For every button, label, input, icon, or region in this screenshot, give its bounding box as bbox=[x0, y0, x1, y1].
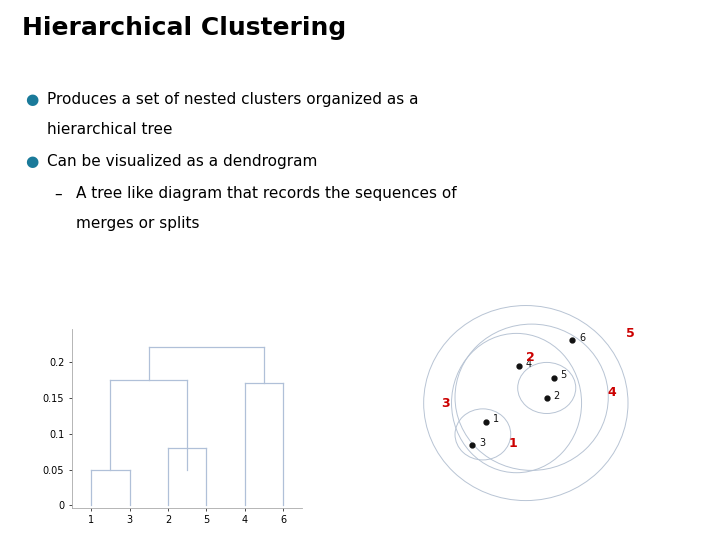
Text: –: – bbox=[54, 186, 62, 201]
Text: 6: 6 bbox=[579, 333, 585, 343]
Text: Can be visualized as a dendrogram: Can be visualized as a dendrogram bbox=[47, 154, 318, 169]
Text: Produces a set of nested clusters organized as a: Produces a set of nested clusters organi… bbox=[47, 92, 418, 107]
Text: hierarchical tree: hierarchical tree bbox=[47, 122, 172, 137]
Text: 3: 3 bbox=[480, 437, 485, 448]
Text: 3: 3 bbox=[441, 396, 450, 409]
Text: Hierarchical Clustering: Hierarchical Clustering bbox=[22, 16, 346, 40]
Text: ●: ● bbox=[25, 154, 38, 169]
Text: 4: 4 bbox=[608, 386, 616, 399]
Text: 1: 1 bbox=[509, 437, 518, 450]
Text: 5: 5 bbox=[561, 370, 567, 380]
Text: ●: ● bbox=[25, 92, 38, 107]
Text: 5: 5 bbox=[626, 327, 635, 340]
Text: 2: 2 bbox=[554, 391, 560, 401]
Text: 1: 1 bbox=[493, 414, 500, 424]
Text: 2: 2 bbox=[526, 352, 535, 365]
Text: merges or splits: merges or splits bbox=[76, 216, 199, 231]
Text: A tree like diagram that records the sequences of: A tree like diagram that records the seq… bbox=[76, 186, 456, 201]
Text: 4: 4 bbox=[526, 359, 532, 369]
